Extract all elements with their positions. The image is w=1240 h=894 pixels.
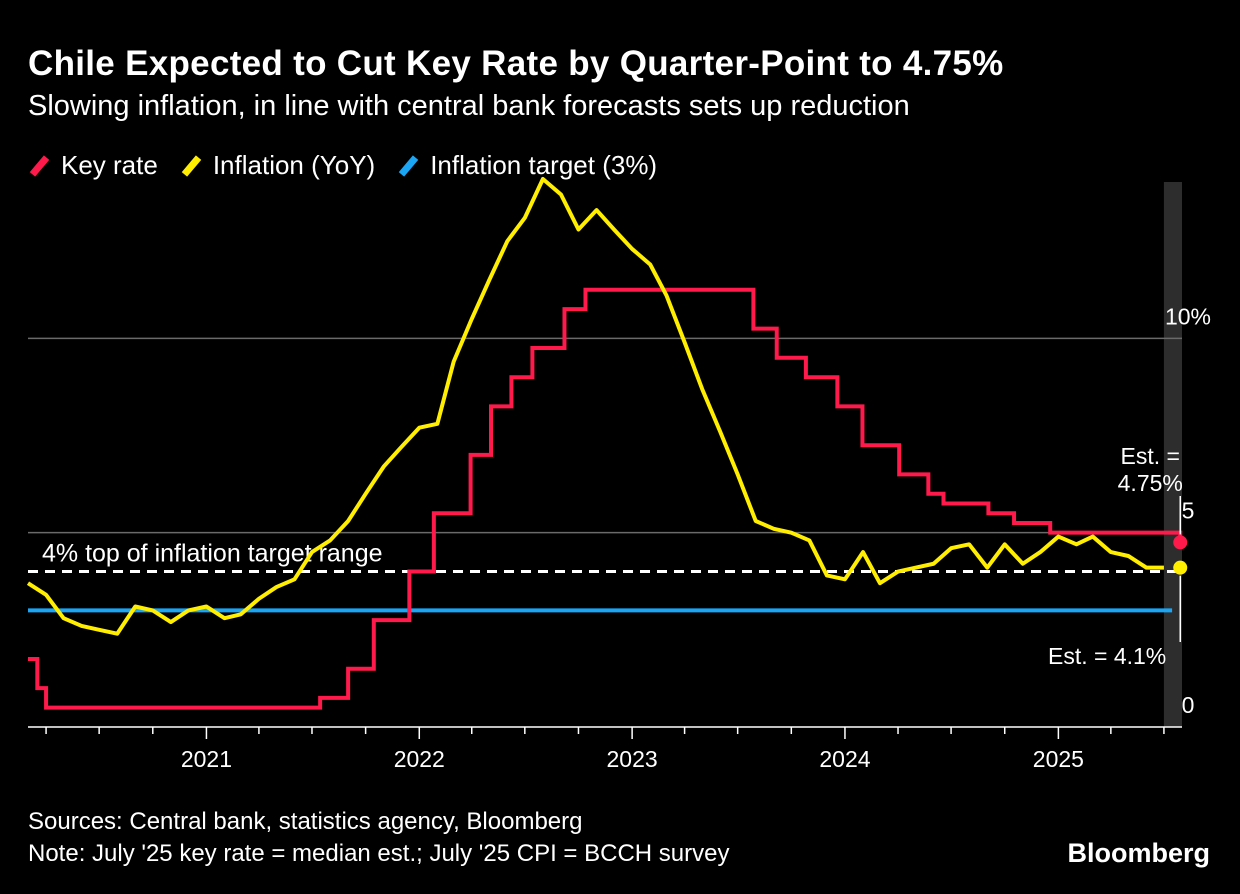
note-text: Note: July '25 key rate = median est.; J… [28, 840, 730, 867]
inflation-estimate-dot [1173, 560, 1188, 575]
target-range-label: 4% top of inflation target range [42, 540, 383, 568]
legend-item-key-rate: Key rate [28, 150, 158, 181]
chart-title: Chile Expected to Cut Key Rate by Quarte… [28, 44, 1004, 83]
key-rate-line [28, 287, 1183, 710]
key-rate-estimate-dot [1173, 535, 1188, 550]
chart-legend: Key rate Inflation (YoY) Inflation targe… [28, 150, 679, 181]
sources-text: Sources: Central bank, statistics agency… [28, 808, 583, 835]
key-rate-estimate-label-line1: Est. = [1121, 443, 1180, 469]
bloomberg-logo: Bloomberg [1067, 838, 1210, 868]
legend-label-key-rate: Key rate [61, 150, 158, 180]
x-tick-label-2021: 2021 [181, 746, 232, 772]
key-rate-estimate-label-line2: 4.75% [1118, 470, 1183, 496]
estimate-shaded-band [1163, 182, 1182, 727]
legend-label-inflation: Inflation (YoY) [212, 150, 376, 180]
legend-item-inflation: Inflation (YoY) [180, 150, 375, 181]
inflation-line [26, 176, 1164, 636]
x-tick-label-2025: 2025 [1033, 746, 1084, 772]
x-tick-label-2023: 2023 [607, 746, 658, 772]
legend-item-inflation-target: Inflation target (3%) [397, 150, 657, 181]
x-tick-label-2024: 2024 [819, 746, 870, 772]
x-tick-label-2022: 2022 [394, 746, 445, 772]
legend-label-inflation-target: Inflation target (3%) [430, 150, 658, 180]
chart-subtitle: Slowing inflation, in line with central … [28, 90, 910, 122]
y-tick-label-10: 10% [1165, 303, 1211, 329]
y-tick-label-5: 5 [1182, 498, 1195, 524]
inflation-estimate-label: Est. = 4.1% [1048, 643, 1166, 669]
y-tick-label-0: 0 [1182, 692, 1195, 718]
